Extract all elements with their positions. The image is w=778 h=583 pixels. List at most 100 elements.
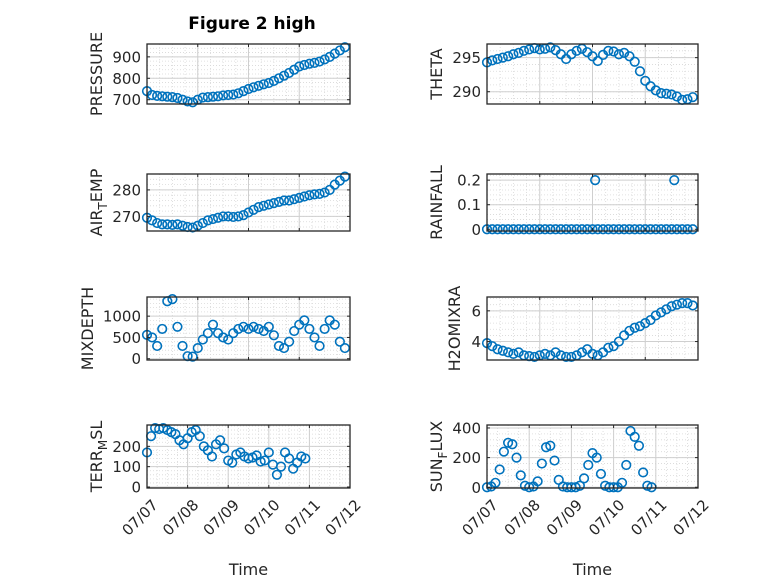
data-point (233, 88, 244, 99)
data-point (299, 191, 310, 202)
data-point (566, 351, 577, 363)
data-point (187, 97, 198, 108)
data-point (219, 443, 230, 454)
data-point (263, 199, 274, 210)
data-point (492, 224, 503, 235)
y-tick-label: 400 (452, 419, 481, 437)
data-point (487, 341, 498, 352)
data-point (339, 171, 351, 182)
data-point (497, 52, 508, 63)
data-point (629, 56, 640, 67)
y-tick-label: 800 (112, 70, 141, 88)
y-axis-label: H2OMIXRA (445, 286, 464, 372)
data-point (591, 452, 602, 463)
series-markers (481, 42, 698, 106)
y-tick-label: 6 (471, 302, 481, 320)
data-point (157, 323, 168, 335)
data-point (513, 347, 524, 358)
data-point (582, 224, 593, 235)
figure-title: Figure 2 high (188, 14, 316, 34)
data-point (157, 219, 168, 230)
data-point (207, 91, 219, 102)
data-point (314, 340, 325, 352)
y-tick-label: 200 (452, 449, 481, 467)
subplot-rainfall: 0 0.1 0.2 RAINFALL (427, 165, 699, 240)
subplot-theta: 290 295 THETA (427, 42, 699, 106)
y-tick-label: 900 (112, 48, 141, 66)
data-point (218, 332, 229, 343)
data-point (592, 224, 603, 235)
data-point (259, 455, 270, 466)
data-point (228, 211, 239, 223)
data-point (561, 351, 572, 363)
data-point (518, 45, 530, 56)
y-tick-label: 4 (471, 333, 481, 351)
y-tick-label: 270 (112, 208, 141, 226)
data-point (616, 477, 628, 488)
data-point (671, 224, 683, 235)
y-axis-label: AIRTEMP (87, 168, 110, 236)
data-point (550, 347, 561, 358)
data-point (492, 53, 503, 65)
data-point (603, 224, 614, 235)
data-point (682, 224, 693, 235)
data-point (666, 301, 677, 312)
y-tick-label: 0 (471, 479, 481, 497)
y-tick-label: 295 (452, 49, 481, 67)
y-tick-label: 200 (112, 438, 141, 456)
data-point (212, 91, 224, 102)
x-axis-label: Time (228, 560, 268, 579)
data-point (549, 455, 560, 466)
data-point (172, 92, 183, 104)
data-point (550, 224, 561, 235)
data-point (243, 323, 254, 335)
data-point (634, 224, 646, 235)
y-tick-label: 0 (131, 350, 141, 368)
data-point (228, 89, 239, 100)
data-point (655, 87, 667, 99)
data-point (284, 67, 295, 79)
data-point (529, 224, 540, 235)
data-point (284, 336, 295, 347)
data-point (555, 224, 566, 235)
data-point (494, 464, 505, 475)
data-point (687, 92, 698, 103)
data-point (524, 224, 535, 235)
data-point (304, 323, 315, 335)
data-point (223, 89, 234, 101)
data-point (490, 477, 501, 488)
data-point (157, 91, 168, 102)
data-point (571, 45, 582, 56)
data-point (284, 195, 295, 206)
data-point (619, 224, 630, 235)
data-point (268, 198, 279, 209)
data-point (218, 90, 229, 101)
data-point (640, 318, 651, 329)
data-point (566, 224, 577, 235)
y-tick-label: 1000 (103, 308, 141, 326)
data-point (294, 192, 305, 203)
y-axis-label: TERRMSL (87, 421, 110, 494)
data-point (671, 299, 683, 310)
data-point (650, 310, 661, 321)
data-point (640, 75, 651, 86)
data-point (503, 224, 514, 235)
data-point (671, 91, 683, 102)
data-point (172, 219, 183, 230)
data-point (207, 213, 219, 225)
data-point (233, 211, 244, 222)
data-point (268, 75, 279, 86)
data-point (534, 224, 545, 235)
data-point (238, 321, 249, 332)
data-point (319, 54, 330, 65)
data-point (263, 321, 274, 332)
data-point (300, 453, 311, 464)
y-tick-label: 0 (131, 478, 141, 496)
data-point (294, 61, 305, 72)
data-point (238, 209, 249, 221)
data-point (278, 195, 290, 206)
data-point (248, 82, 259, 93)
data-point (629, 224, 640, 235)
data-point (515, 470, 526, 481)
